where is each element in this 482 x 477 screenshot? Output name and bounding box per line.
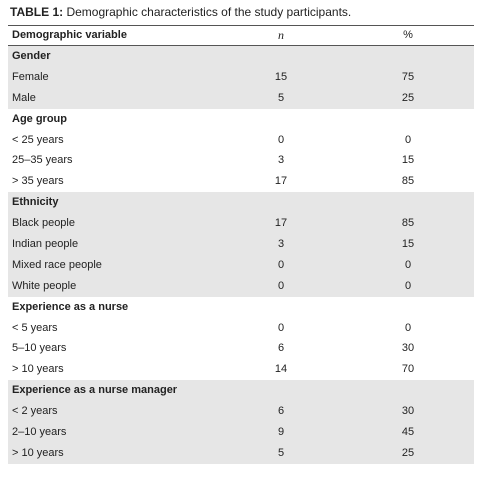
cell: 0 [404,279,412,292]
cell: 0 [277,258,285,271]
row-label: Indian people [12,238,79,251]
caption-label: TABLE 1: [10,5,64,19]
data-row: Female 15 75 [8,66,474,88]
data-row: < 25 years 0 0 [8,130,474,151]
row-label: White people [12,279,77,292]
row-label: 25–35 years [12,154,73,167]
data-row: 2–10 years 9 45 [8,422,474,443]
row-label: < 5 years [12,321,58,334]
data-row: 25–35 years 3 15 [8,150,474,171]
data-row: < 5 years 0 0 [8,318,474,339]
cell: 6 [277,405,285,418]
cell: 0 [404,321,412,334]
data-row: Male 5 25 [8,87,474,109]
data-row: 5–10 years 6 30 [8,338,474,359]
row-label: Female [12,70,49,83]
section-heading: Gender [12,50,51,62]
cell: 3 [277,238,285,251]
row-label: < 25 years [12,133,64,146]
cell: 85 [401,217,415,230]
header-cell: Demographic variable [12,29,127,41]
section-heading: Age group [12,112,67,125]
cell: 70 [401,363,415,376]
header-cell: % [403,29,413,41]
cell: 5 [277,446,285,459]
cell: 75 [401,70,415,83]
section-heading: Experience as a nurse [12,300,129,313]
caption-text: Demographic characteristics of the study… [66,5,352,19]
cell: 15 [274,70,288,83]
row-label: > 35 years [12,175,64,188]
row-label: Male [12,91,36,104]
row-label: < 2 years [12,405,58,418]
data-row: Mixed race people 0 0 [8,254,474,276]
cell: 0 [404,258,412,271]
table-caption: TABLE 1: Demographic characteristics of … [10,5,351,19]
cell: 15 [401,154,415,167]
row-label: 5–10 years [12,342,67,355]
cell: 6 [277,342,285,355]
section-row: Age group [8,109,474,130]
cell: 0 [277,321,285,334]
data-row: > 10 years 14 70 [8,359,474,380]
cell: 0 [277,133,285,146]
data-row: < 2 years 6 30 [8,401,474,423]
table: Demographic variable n % Gender Female 15 7… [8,25,474,464]
row-label: > 10 years [12,446,64,459]
section-row: Gender [8,46,474,67]
section-row: Ethnicity [8,192,474,214]
header-row: Demographic variable n % [8,25,474,46]
cell: 85 [401,175,415,188]
data-row: > 10 years 5 25 [8,442,474,464]
cell: 17 [274,175,288,188]
cell: 9 [277,426,285,439]
cell: 0 [277,279,285,292]
header-cell: n [278,28,284,42]
cell: 17 [274,217,288,230]
section-heading: Experience as a nurse manager [12,384,178,397]
cell: 3 [277,154,285,167]
section-heading: Ethnicity [12,196,59,209]
cell: 5 [277,91,285,104]
cell: 30 [401,405,415,418]
cell: 15 [401,238,415,251]
cell: 30 [401,342,415,355]
cell: 25 [401,446,415,459]
cell: 45 [401,426,415,439]
cell: 0 [404,133,412,146]
section-row: Experience as a nurse [8,297,474,318]
row-label: 2–10 years [12,426,67,439]
row-label: Mixed race people [12,258,102,271]
section-row: Experience as a nurse manager [8,380,474,402]
data-row: Black people 17 85 [8,213,474,235]
data-row: > 35 years 17 85 [8,171,474,192]
cell: 25 [401,91,415,104]
row-label: > 10 years [12,363,64,376]
data-row: White people 0 0 [8,275,474,297]
data-row: Indian people 3 15 [8,234,474,255]
row-label: Black people [12,217,75,230]
cell: 14 [274,363,288,376]
